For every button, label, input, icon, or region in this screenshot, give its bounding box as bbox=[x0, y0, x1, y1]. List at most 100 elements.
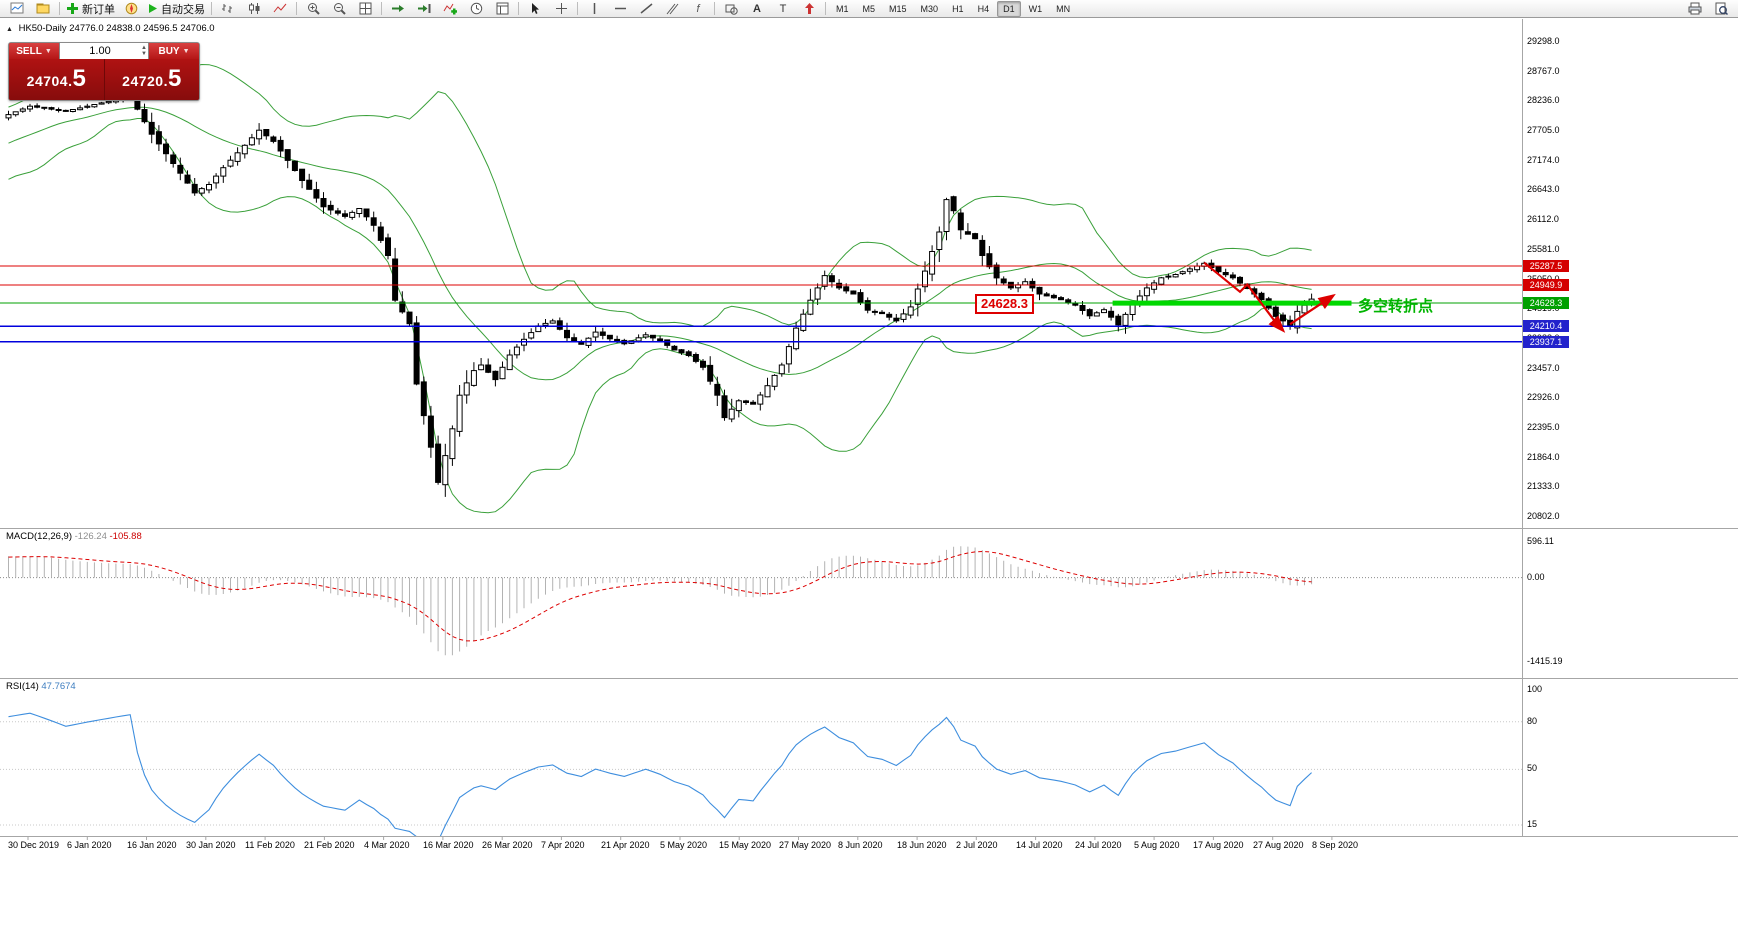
new-order-button[interactable]: 新订单 bbox=[63, 0, 118, 18]
timeframe-button-d1[interactable]: D1 bbox=[997, 0, 1021, 17]
toolbar-separator bbox=[577, 2, 578, 15]
text-label-icon[interactable]: T bbox=[779, 2, 787, 15]
time-axis-label: 27 Aug 2020 bbox=[1253, 840, 1304, 850]
timeframe-button-mn[interactable]: MN bbox=[1056, 3, 1071, 14]
ohlc-high: 24838.0 bbox=[106, 23, 141, 34]
templates-icon[interactable] bbox=[489, 0, 515, 18]
metaeditor-icon[interactable] bbox=[118, 0, 144, 18]
time-axis-label: 2 Jul 2020 bbox=[956, 840, 998, 850]
time-axis-label: 18 Jun 2020 bbox=[897, 840, 947, 850]
rsi-value: 47.7674 bbox=[41, 681, 76, 692]
time-axis-label: 30 Jan 2020 bbox=[186, 840, 236, 850]
horizontal-line-icon[interactable] bbox=[607, 0, 633, 18]
rsi-axis-label: 15 bbox=[1527, 819, 1538, 829]
print-preview-icon[interactable] bbox=[1708, 0, 1734, 18]
print-icon[interactable] bbox=[1682, 0, 1708, 18]
periods-icon[interactable] bbox=[463, 0, 489, 18]
symbol-label: HK50-Daily bbox=[18, 23, 67, 34]
time-axis-label: 15 May 2020 bbox=[719, 840, 772, 850]
timeframe-button-m30[interactable]: M30 bbox=[920, 3, 939, 14]
price-axis-label: 29298.0 bbox=[1527, 36, 1560, 46]
chart-header: ▲ HK50-Daily 24776.0 24838.0 24596.5 247… bbox=[6, 23, 215, 34]
price-axis-label: 26643.0 bbox=[1527, 184, 1560, 194]
timeframe-button-m1[interactable]: M1 bbox=[836, 3, 849, 14]
profiles-icon[interactable] bbox=[30, 0, 56, 18]
collapse-icon[interactable]: ▲ bbox=[6, 26, 13, 33]
time-axis-label: 8 Sep 2020 bbox=[1312, 840, 1359, 850]
price-axis-label: 27174.0 bbox=[1527, 155, 1560, 165]
candlestick-chart-icon[interactable] bbox=[241, 0, 267, 18]
sell-button[interactable]: SELL ▼ bbox=[9, 43, 59, 59]
time-axis-label: 14 Jul 2020 bbox=[1016, 840, 1063, 850]
volume-input[interactable] bbox=[60, 44, 148, 58]
timeframe-button-h1[interactable]: H1 bbox=[952, 3, 964, 14]
timeframe-button-m15[interactable]: M15 bbox=[889, 3, 907, 14]
time-axis-label: 17 Aug 2020 bbox=[1193, 840, 1244, 850]
bar-chart-icon[interactable] bbox=[215, 0, 241, 18]
zoom-out-icon[interactable] bbox=[326, 0, 352, 18]
price-axis-badge: 24949.9 bbox=[1523, 279, 1569, 291]
buy-price[interactable]: 24720. 5 bbox=[122, 65, 182, 92]
volume-stepper[interactable]: ▲ ▼ bbox=[141, 45, 147, 57]
channel-icon[interactable] bbox=[659, 0, 685, 18]
text-icon[interactable]: A bbox=[753, 2, 761, 15]
sell-price[interactable]: 24704. 5 bbox=[26, 65, 86, 92]
sell-button-label: SELL bbox=[16, 45, 42, 57]
indicators-icon[interactable] bbox=[437, 0, 463, 18]
time-axis-label: 11 Feb 2020 bbox=[245, 840, 295, 850]
timeframe-button-m5[interactable]: M5 bbox=[862, 3, 876, 14]
time-axis-label: 24 Jul 2020 bbox=[1075, 840, 1122, 850]
autotrading-button[interactable]: 自动交易 bbox=[144, 0, 208, 18]
toolbar-separator bbox=[381, 2, 382, 15]
rsi-header: RSI(14) 47.7674 bbox=[6, 681, 76, 692]
macd-axis-label: 0.00 bbox=[1527, 572, 1545, 582]
buy-button[interactable]: BUY ▼ bbox=[149, 43, 199, 59]
timeframe-button-w1[interactable]: W1 bbox=[1028, 3, 1043, 14]
toolbar-separator bbox=[296, 2, 297, 15]
turning-point-label[interactable]: 多空转折点 bbox=[1358, 298, 1434, 315]
time-axis-label: 21 Apr 2020 bbox=[601, 840, 650, 850]
toolbar-separator bbox=[518, 2, 519, 15]
auto-scroll-icon[interactable] bbox=[385, 0, 411, 18]
arrows-icon[interactable] bbox=[796, 0, 822, 18]
price-axis-label: 22926.0 bbox=[1527, 392, 1560, 402]
time-axis-label: 21 Feb 2020 bbox=[304, 840, 355, 850]
crosshair-icon[interactable] bbox=[548, 0, 574, 18]
fibonacci-icon[interactable]: f bbox=[696, 2, 700, 15]
vertical-line-icon[interactable] bbox=[581, 0, 607, 18]
price-axis-label: 21864.0 bbox=[1527, 452, 1560, 462]
time-axis-label: 27 May 2020 bbox=[779, 840, 832, 850]
ohlc-open: 24776.0 bbox=[69, 23, 104, 34]
tile-windows-icon[interactable] bbox=[352, 0, 378, 18]
zoom-in-icon[interactable] bbox=[300, 0, 326, 18]
ohlc-low: 24596.5 bbox=[143, 23, 178, 34]
price-axis-label: 25581.0 bbox=[1527, 244, 1560, 254]
time-axis-label: 16 Jan 2020 bbox=[127, 840, 177, 850]
toolbar: 新订单 自动交易 f A T M1 M5 M15 M30 H1 H4 D1 W1 MN bbox=[0, 0, 1738, 18]
timeframe-button-h4[interactable]: H4 bbox=[977, 3, 990, 14]
price-label-box[interactable]: 24628.3 bbox=[975, 294, 1034, 314]
macd-axis-label: 596.11 bbox=[1527, 536, 1554, 546]
chart-canvas[interactable] bbox=[0, 18, 1522, 837]
shapes-icon[interactable] bbox=[718, 0, 744, 18]
trendline-icon[interactable] bbox=[633, 0, 659, 18]
price-axis-label: 26112.0 bbox=[1527, 214, 1559, 224]
price-axis-label: 20802.0 bbox=[1527, 511, 1560, 521]
line-chart-icon[interactable] bbox=[267, 0, 293, 18]
toolbar-separator bbox=[825, 2, 826, 15]
cursor-icon[interactable] bbox=[522, 0, 548, 18]
price-axis-badge: 24210.4 bbox=[1523, 320, 1569, 332]
price-axis-label: 22395.0 bbox=[1527, 422, 1560, 432]
price-axis-badge: 24628.3 bbox=[1523, 297, 1569, 309]
new-chart-icon[interactable] bbox=[4, 0, 30, 18]
price-axis-badge: 25287.5 bbox=[1523, 260, 1569, 272]
chevron-down-icon: ▼ bbox=[44, 47, 52, 55]
rsi-axis-label: 80 bbox=[1527, 716, 1538, 726]
time-axis-label: 6 Jan 2020 bbox=[67, 840, 112, 850]
chart-shift-icon[interactable] bbox=[411, 0, 437, 18]
macd-header: MACD(12,26,9) -126.24 -105.88 bbox=[6, 531, 142, 542]
ohlc-close: 24706.0 bbox=[180, 23, 215, 34]
chevron-down-icon: ▼ bbox=[182, 47, 190, 55]
